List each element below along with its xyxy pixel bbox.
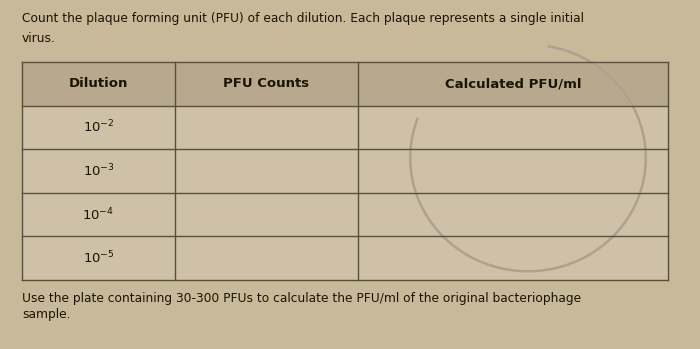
Bar <box>22 62 668 280</box>
Text: $10^{-3}$: $10^{-3}$ <box>83 163 114 179</box>
Text: $10^{-4}$: $10^{-4}$ <box>83 206 115 223</box>
Text: Use the plate containing 30-300 PFUs to calculate the PFU/ml of the original bac: Use the plate containing 30-300 PFUs to … <box>22 292 581 305</box>
Text: PFU Counts: PFU Counts <box>223 77 309 90</box>
Text: Calculated PFU/ml: Calculated PFU/ml <box>444 77 581 90</box>
Bar <box>22 62 668 106</box>
Text: Count the plaque forming unit (PFU) of each dilution. Each plaque represents a s: Count the plaque forming unit (PFU) of e… <box>22 12 584 25</box>
Text: Dilution: Dilution <box>69 77 128 90</box>
Text: $10^{-5}$: $10^{-5}$ <box>83 250 114 267</box>
Text: sample.: sample. <box>22 308 71 321</box>
Text: virus.: virus. <box>22 32 56 45</box>
Text: $10^{-2}$: $10^{-2}$ <box>83 119 114 136</box>
